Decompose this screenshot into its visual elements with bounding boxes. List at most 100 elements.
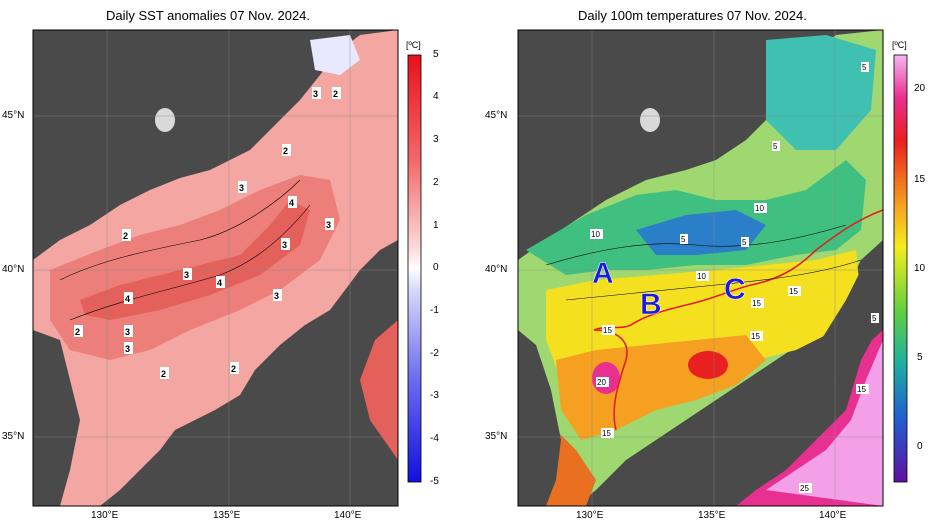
svg-text:15: 15: [857, 385, 866, 394]
left-map-title: Daily SST anomalies 07 Nov. 2024.: [106, 8, 311, 23]
svg-text:4: 4: [217, 278, 222, 288]
right-lon-label: 130°E: [576, 510, 604, 521]
svg-text:5: 5: [681, 235, 686, 244]
contour-label: 2: [122, 229, 131, 241]
svg-text:15: 15: [752, 299, 761, 308]
svg-text:5: 5: [872, 314, 877, 323]
left-lon-label: 130°E: [91, 510, 119, 521]
region-label-a: A: [592, 257, 614, 290]
svg-text:15: 15: [751, 332, 760, 341]
polar-front-line: [593, 209, 883, 331]
contour-label: 4: [124, 292, 133, 304]
svg-text:4: 4: [125, 294, 130, 304]
right-colorbar-tick: 15: [914, 174, 926, 185]
right-lat-label: 45°N: [485, 110, 508, 121]
svg-text:10: 10: [697, 272, 706, 281]
contour-label: 10: [696, 271, 709, 281]
left-lat-label: 45°N: [2, 110, 25, 121]
korea-land: [518, 330, 561, 506]
svg-text:15: 15: [603, 326, 612, 335]
anomaly-colorbar: [407, 54, 422, 483]
contour-label: 10: [590, 229, 603, 239]
contour-label: 15: [750, 331, 763, 341]
contour-label: 20: [596, 377, 609, 387]
contour-label: 15: [601, 428, 614, 438]
svg-text:3: 3: [274, 291, 279, 301]
contour-label: 2: [230, 362, 239, 374]
contour-label: 5: [871, 313, 879, 323]
region-label-c: C: [724, 273, 746, 306]
contour-label: 15: [751, 298, 764, 308]
left-colorbar-tick: 0: [433, 262, 439, 273]
contour-label: 4: [288, 196, 297, 208]
left-colorbar-tick: -4: [430, 433, 439, 444]
svg-text:15: 15: [602, 429, 611, 438]
left-colorbar-unit: [ºC]: [406, 40, 421, 50]
contour-label: 3: [325, 218, 334, 230]
contour-label: 5: [741, 237, 749, 247]
honshu-land: [666, 240, 883, 480]
right-colorbar-unit: [ºC]: [892, 40, 907, 50]
svg-text:5: 5: [862, 63, 867, 72]
left-colorbar-tick: -5: [430, 476, 439, 487]
contour-label: 3: [281, 238, 290, 250]
contour-label: 3: [124, 342, 133, 354]
contour-label: 2: [74, 325, 83, 337]
honshu-land: [200, 320, 360, 450]
contour-label: 5: [772, 141, 780, 151]
svg-text:25: 25: [800, 484, 809, 493]
right-map-title: Daily 100m temperatures 07 Nov. 2024.: [578, 8, 807, 23]
svg-text:5: 5: [742, 238, 747, 247]
temperature-colorbar: [893, 54, 908, 483]
left-lat-label: 40°N: [2, 264, 25, 275]
svg-text:3: 3: [125, 327, 130, 337]
left-colorbar-tick: -1: [430, 305, 439, 316]
contour-label: 3: [312, 87, 321, 99]
svg-text:5: 5: [773, 142, 778, 151]
right-lat-label: 40°N: [485, 264, 508, 275]
svg-text:3: 3: [125, 344, 130, 354]
svg-text:2: 2: [231, 364, 236, 374]
contour-label: 15: [602, 325, 615, 335]
strong-anomaly-core: [80, 200, 310, 320]
left-lat-label: 35°N: [2, 431, 25, 442]
contour-label: 3: [238, 181, 247, 193]
svg-text:15: 15: [789, 287, 798, 296]
svg-text:10: 10: [591, 230, 600, 239]
pacific-anomaly: [360, 320, 398, 460]
contour-label: 25: [799, 483, 812, 493]
svg-text:2: 2: [123, 231, 128, 241]
left-lon-label: 135°E: [213, 510, 241, 521]
left-colorbar-tick: -2: [430, 348, 439, 359]
left-colorbar-tick: 5: [433, 49, 439, 60]
svg-text:3: 3: [184, 270, 189, 280]
svg-text:3: 3: [313, 89, 318, 99]
cold-anomaly-patch: [310, 35, 360, 75]
left-colorbar-tick: -3: [430, 390, 439, 401]
contour-label: 10: [754, 203, 767, 213]
left-colorbar-tick: 1: [433, 220, 439, 231]
contour-label: 4: [216, 276, 225, 288]
contour-label: 15: [856, 384, 869, 394]
svg-text:20: 20: [597, 378, 606, 387]
sst-anomaly-map: 3 2 2 3 4 3 2 3 3 4 4 3 2 3 3 2 2: [32, 29, 422, 507]
right-colorbar-tick: 10: [914, 263, 926, 274]
svg-text:3: 3: [282, 240, 287, 250]
contour-label: 2: [160, 367, 169, 379]
left-colorbar-tick: 3: [433, 134, 439, 145]
left-colorbar-tick: 2: [433, 177, 439, 188]
contour-label: 3: [124, 325, 133, 337]
island: [640, 108, 660, 132]
svg-text:2: 2: [75, 327, 80, 337]
northern-cool-water: [766, 35, 876, 150]
korea-land: [33, 330, 80, 506]
svg-text:3: 3: [326, 220, 331, 230]
contour-label: 15: [788, 286, 801, 296]
pacific-hot-water: [766, 340, 883, 506]
warm-eddy: [688, 351, 728, 379]
svg-text:3: 3: [239, 183, 244, 193]
contour-label: 5: [861, 62, 869, 72]
right-lon-label: 140°E: [819, 510, 847, 521]
island: [155, 108, 175, 132]
contour-label: 2: [332, 87, 341, 99]
